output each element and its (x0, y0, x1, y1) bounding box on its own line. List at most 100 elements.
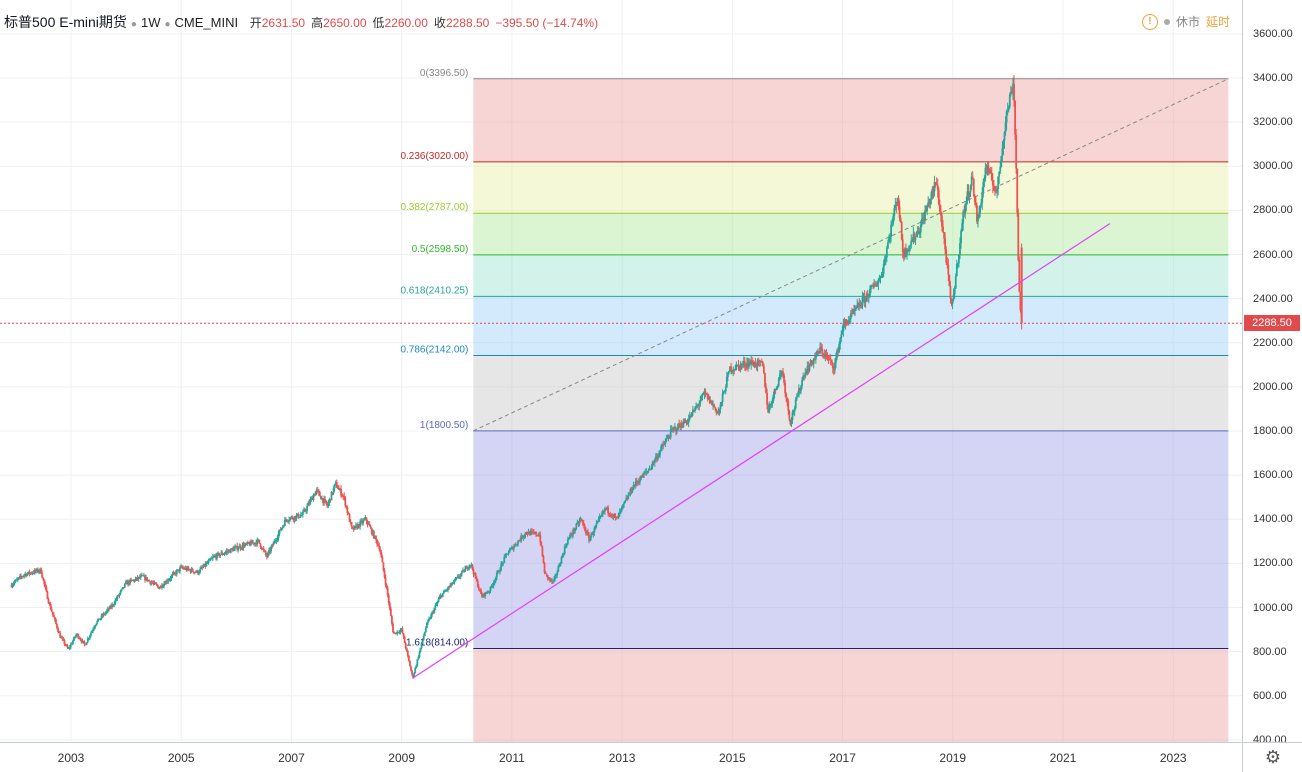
candle-body (520, 535, 523, 541)
candle-body (416, 659, 419, 666)
candle-body (948, 274, 951, 286)
price-tick-label: 1200.00 (1253, 557, 1293, 570)
trend-line (412, 223, 1111, 679)
candle-body (855, 308, 858, 310)
candle-body (427, 620, 429, 623)
candle-body (518, 540, 520, 542)
candle-body (429, 618, 431, 620)
candle-body (885, 248, 888, 258)
candle-body (639, 479, 641, 483)
candle-body (525, 532, 528, 534)
candle-body (926, 205, 929, 211)
candle-body (110, 606, 112, 608)
candle-body (29, 572, 32, 574)
candle-body (154, 582, 157, 585)
candle-body (297, 513, 300, 518)
candle-body (562, 553, 565, 555)
candle-body (894, 205, 897, 209)
candle-body (112, 604, 115, 606)
candle-body (1014, 100, 1016, 135)
price-tick-label: 2400.00 (1253, 292, 1293, 305)
candle-body (95, 623, 98, 626)
candle-body (45, 587, 48, 592)
candle-body (453, 579, 456, 583)
chart-settings-button[interactable]: ⚙ (1242, 742, 1302, 772)
candle-body (879, 277, 882, 279)
candle-body (508, 549, 511, 553)
candle-body (410, 666, 412, 671)
candle-body (203, 563, 206, 567)
candle-body (718, 409, 721, 414)
low-value: 2260.00 (384, 16, 428, 30)
interval-label[interactable]: 1W (140, 15, 161, 30)
delayed-data-label[interactable]: 延时 (1205, 15, 1230, 29)
candle-body (230, 548, 233, 550)
warning-icon[interactable]: ! (1141, 13, 1158, 30)
candle-body (558, 565, 561, 567)
candle-body (349, 521, 352, 523)
candle-body (846, 322, 849, 325)
candle-body (318, 492, 321, 497)
price-tick-label: 3000.00 (1253, 160, 1293, 173)
candle-body (733, 369, 736, 371)
candle-body (795, 396, 798, 400)
candle-body (165, 580, 168, 585)
candle-body (499, 570, 501, 573)
candle-body (118, 593, 121, 596)
candle-body (835, 357, 837, 363)
candle-body (480, 589, 482, 594)
candle-body (68, 647, 71, 649)
candle-body (618, 511, 621, 513)
candle-body (909, 245, 912, 247)
candle-body (708, 396, 711, 404)
candle-body (70, 643, 73, 645)
candle-body (122, 586, 125, 588)
candle-body (796, 395, 799, 397)
candle-body (606, 507, 608, 509)
candle-body (645, 471, 648, 473)
candle-body (507, 552, 510, 555)
candle-body (914, 236, 917, 240)
candle-body (602, 511, 605, 513)
candle-body (829, 359, 832, 361)
symbol-name[interactable]: 标普500 E-mini期货 (4, 14, 127, 30)
candle-body (102, 613, 105, 616)
candle-body (556, 571, 559, 576)
candle-body (200, 567, 203, 569)
candle-body (1000, 156, 1003, 167)
fib-trend-line (473, 78, 1229, 432)
candle-body (42, 577, 45, 580)
time-axis[interactable]: 2003 2005 2007 2009 2011 2013 2015 2017 2019 2021… (0, 742, 1242, 772)
candle-body (891, 223, 894, 225)
candle-body (361, 520, 364, 524)
candle-body (900, 222, 903, 240)
candle-body (597, 518, 600, 522)
candle-body (554, 575, 557, 579)
chart-plot-area[interactable]: 0(3396.50) 0.236(3020.00) 0.382(2787.00) 0.… (0, 0, 1242, 742)
candle-body (878, 278, 881, 281)
time-tick-label: 2021 (1049, 751, 1077, 765)
candle-body (626, 498, 629, 500)
candle-body (441, 593, 444, 597)
price-chart[interactable]: 0(3396.50) 0.236(3020.00) 0.382(2787.00) 0.… (0, 0, 1242, 742)
candle-body (1006, 110, 1009, 112)
candle-body (456, 576, 459, 578)
candle-body (601, 511, 604, 515)
candle-body (11, 584, 14, 587)
candle-body (465, 566, 468, 569)
price-axis[interactable]: 3600.00 3400.00 3200.00 3000.00 2800.00 2600.… (1242, 0, 1302, 746)
candle-body (212, 556, 215, 558)
candle-body (546, 575, 549, 579)
candle-body (53, 617, 56, 620)
candle-body (574, 528, 577, 532)
candle-body (688, 415, 691, 420)
candle-body (609, 513, 612, 516)
price-tick-label: 600.00 (1253, 689, 1287, 702)
fib-level-label: 0.236(3020.00) (400, 151, 468, 162)
candle-body (464, 568, 466, 572)
candle-body (512, 546, 515, 550)
candle-body (665, 438, 668, 442)
candle-body (759, 361, 762, 363)
candle-body (493, 581, 496, 583)
candle-body (806, 366, 809, 374)
